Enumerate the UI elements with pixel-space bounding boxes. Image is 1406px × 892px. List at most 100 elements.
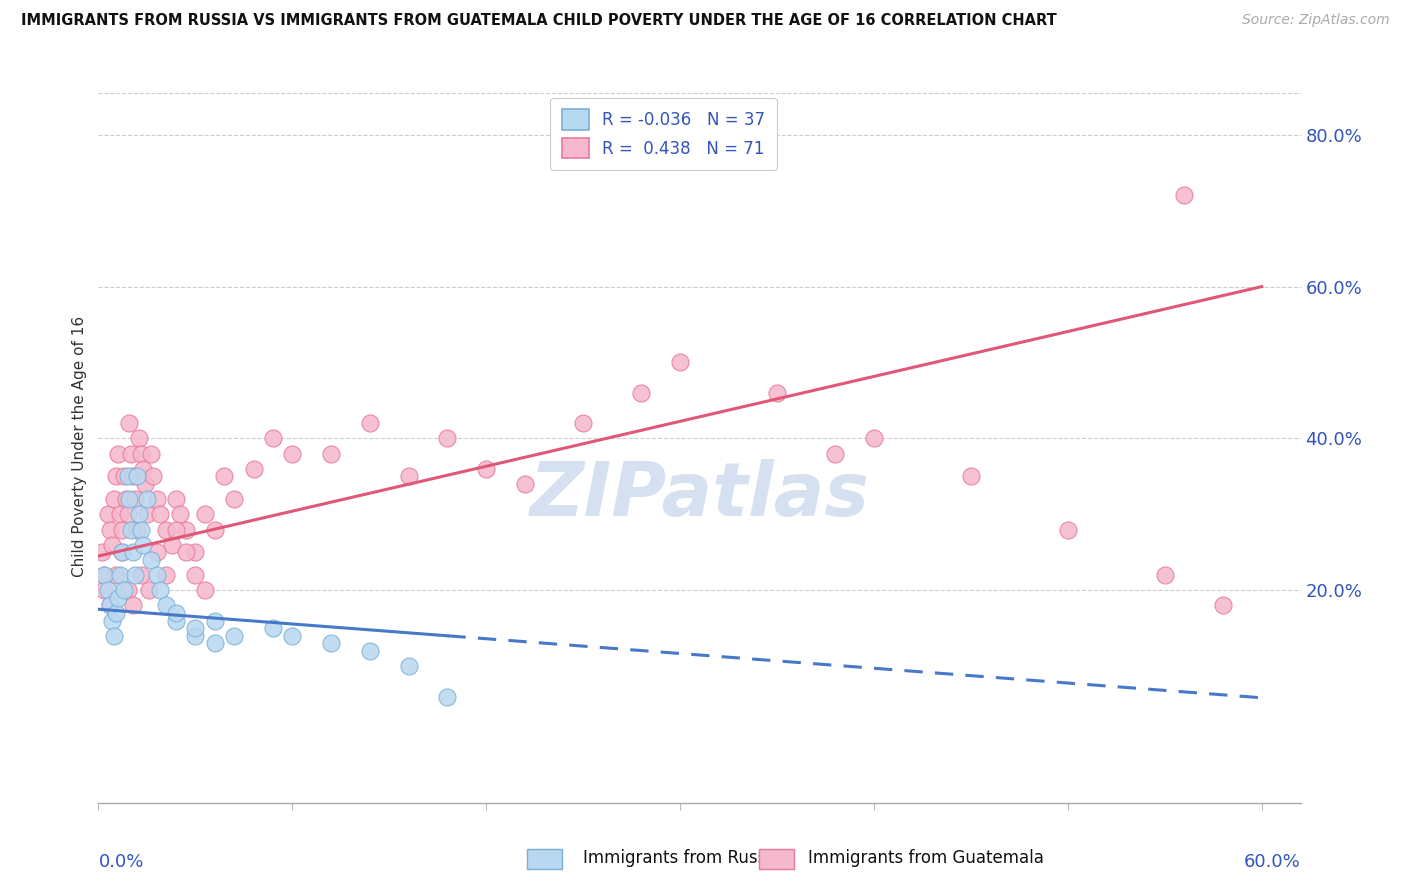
Point <box>97 508 120 522</box>
Point <box>145 492 167 507</box>
Point <box>132 538 155 552</box>
Point <box>281 629 304 643</box>
Text: 0.0%: 0.0% <box>98 853 143 871</box>
Point <box>475 462 498 476</box>
Point <box>1153 568 1175 582</box>
Point <box>204 523 226 537</box>
Point <box>224 629 246 643</box>
Point <box>112 469 135 483</box>
Point <box>107 591 129 605</box>
Point <box>1212 599 1234 613</box>
Point <box>93 583 115 598</box>
Point <box>129 523 152 537</box>
Point <box>155 523 177 537</box>
Point <box>134 477 156 491</box>
Point <box>214 469 236 483</box>
Point <box>766 385 789 400</box>
Point <box>398 469 420 483</box>
Point <box>281 447 304 461</box>
Point <box>824 447 846 461</box>
Point <box>169 508 191 522</box>
Point <box>142 469 165 483</box>
Point <box>145 545 167 559</box>
Point <box>122 599 145 613</box>
Point <box>103 492 125 507</box>
Point <box>114 492 136 507</box>
Point <box>165 606 187 620</box>
Point <box>184 568 207 582</box>
Point <box>127 469 149 483</box>
Point <box>572 416 595 430</box>
Point <box>128 431 150 445</box>
Point <box>262 431 284 445</box>
Point <box>194 508 217 522</box>
Text: ZIPatlas: ZIPatlas <box>530 459 869 533</box>
Point <box>630 385 652 400</box>
Point <box>118 492 141 507</box>
Point <box>224 492 246 507</box>
Point <box>120 447 142 461</box>
Point <box>359 416 381 430</box>
Point <box>174 523 197 537</box>
Point <box>108 568 131 582</box>
Point <box>122 545 145 559</box>
Point <box>108 508 131 522</box>
Point <box>155 568 177 582</box>
Point <box>184 545 207 559</box>
Point <box>139 553 162 567</box>
Point <box>184 629 207 643</box>
Point <box>104 606 127 620</box>
Y-axis label: Child Poverty Under the Age of 16: Child Poverty Under the Age of 16 <box>72 316 87 576</box>
Point <box>135 508 157 522</box>
Point <box>1173 188 1195 202</box>
Point <box>319 447 342 461</box>
Point <box>103 629 125 643</box>
Point <box>97 583 120 598</box>
Point <box>127 523 149 537</box>
Point <box>91 545 114 559</box>
Point <box>160 538 183 552</box>
Point <box>513 477 536 491</box>
Point <box>262 621 284 635</box>
Text: Immigrants from Russia: Immigrants from Russia <box>583 849 782 867</box>
Point <box>174 545 197 559</box>
Point <box>669 355 692 369</box>
Point <box>122 469 145 483</box>
Point <box>104 568 127 582</box>
Point <box>436 431 458 445</box>
Point <box>120 523 142 537</box>
Point <box>111 545 134 559</box>
Point <box>436 690 458 704</box>
Point <box>98 599 121 613</box>
Point <box>112 583 135 598</box>
Point <box>104 469 127 483</box>
Point <box>359 644 381 658</box>
Point <box>93 568 115 582</box>
Point <box>135 492 157 507</box>
Text: 60.0%: 60.0% <box>1244 853 1301 871</box>
Point <box>149 583 172 598</box>
Point <box>107 447 129 461</box>
Text: IMMIGRANTS FROM RUSSIA VS IMMIGRANTS FROM GUATEMALA CHILD POVERTY UNDER THE AGE : IMMIGRANTS FROM RUSSIA VS IMMIGRANTS FRO… <box>21 13 1057 29</box>
Point <box>128 508 150 522</box>
Point <box>165 523 187 537</box>
Point <box>98 599 121 613</box>
Point <box>165 614 187 628</box>
Point <box>204 614 226 628</box>
Point <box>101 614 124 628</box>
Point <box>149 508 172 522</box>
Point <box>398 659 420 673</box>
Point <box>118 416 141 430</box>
Point <box>165 492 187 507</box>
Point <box>98 523 121 537</box>
Point <box>93 568 115 582</box>
Point <box>111 523 134 537</box>
Point <box>204 636 226 650</box>
Point <box>319 636 342 650</box>
Point <box>129 568 152 582</box>
Point <box>242 462 264 476</box>
Point <box>117 583 139 598</box>
Point <box>101 538 124 552</box>
Point <box>111 545 134 559</box>
Point <box>155 599 177 613</box>
